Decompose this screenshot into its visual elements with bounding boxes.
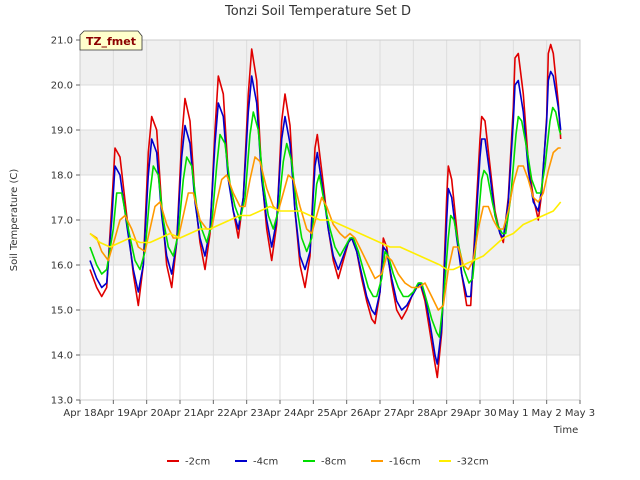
chart-title: Tonzi Soil Temperature Set D xyxy=(224,4,411,19)
x-axis-ticks: Apr 18 Apr 19 Apr 20 Apr 21 Apr 22 Apr 23 Apr … xyxy=(63,400,595,419)
y-axis-label: Soil Temperature (C) xyxy=(9,169,20,272)
x-tick-label: May 3 xyxy=(565,408,595,419)
y-tick-label: 16.0 xyxy=(51,261,73,272)
x-tick-label: Apr 24 xyxy=(263,408,296,419)
plot-band xyxy=(80,310,580,355)
dataset-tag-box xyxy=(79,30,143,51)
x-tick-label: May 1 xyxy=(498,408,528,419)
x-tick-label: Apr 27 xyxy=(363,408,396,419)
dataset-tag: TZ_fmet xyxy=(79,30,143,51)
series-line-minus-4cm xyxy=(89,70,562,365)
plot-band xyxy=(80,85,580,130)
x-axis-label: Time xyxy=(553,425,578,436)
x-tick-label: Apr 26 xyxy=(330,408,363,419)
x-tick-label: Apr 22 xyxy=(197,408,230,419)
y-tick-label: 15.0 xyxy=(51,306,73,317)
y-tick-label: 18.0 xyxy=(51,171,73,182)
series-line-minus-16cm xyxy=(89,147,561,311)
legend-label: -4cm xyxy=(253,457,278,468)
x-tick-label: Apr 20 xyxy=(130,408,163,419)
legend-label: -2cm xyxy=(185,457,210,468)
y-tick-label: 21.0 xyxy=(51,36,73,47)
y-tick-label: 19.0 xyxy=(51,126,73,137)
x-tick-label: Apr 29 xyxy=(430,408,463,419)
series-line-minus-32cm xyxy=(89,201,562,271)
y-tick-label: 20.0 xyxy=(51,81,73,92)
y-tick-label: 13.0 xyxy=(51,396,73,407)
y-axis-ticks: 13.0 14.0 15.0 16.0 17.0 18.0 19.0 20.0 21.0 xyxy=(51,36,80,407)
dataset-tag-text: TZ_fmet xyxy=(86,35,136,48)
x-tick-label: Apr 21 xyxy=(163,408,196,419)
plot-band xyxy=(80,40,580,85)
x-tick-label: Apr 30 xyxy=(463,408,496,419)
legend-label: -8cm xyxy=(321,457,346,468)
legend: -2cm -4cm -8cm -16cm -32cm xyxy=(167,457,489,468)
x-tick-label: May 2 xyxy=(532,408,562,419)
series-line-minus-8cm xyxy=(89,106,562,338)
x-tick-label: Apr 28 xyxy=(397,408,430,419)
series-lines xyxy=(89,43,562,379)
y-tick-label: 17.0 xyxy=(51,216,73,227)
plot-band xyxy=(80,130,580,175)
y-tick-label: 14.0 xyxy=(51,351,73,362)
plot-band xyxy=(80,355,580,400)
legend-label: -32cm xyxy=(457,457,489,468)
legend-label: -16cm xyxy=(389,457,421,468)
x-tick-label: Apr 25 xyxy=(297,408,330,419)
x-tick-label: Apr 18 xyxy=(63,408,96,419)
x-tick-label: Apr 19 xyxy=(97,408,130,419)
x-tick-label: Apr 23 xyxy=(230,408,263,419)
plot-band xyxy=(80,265,580,310)
